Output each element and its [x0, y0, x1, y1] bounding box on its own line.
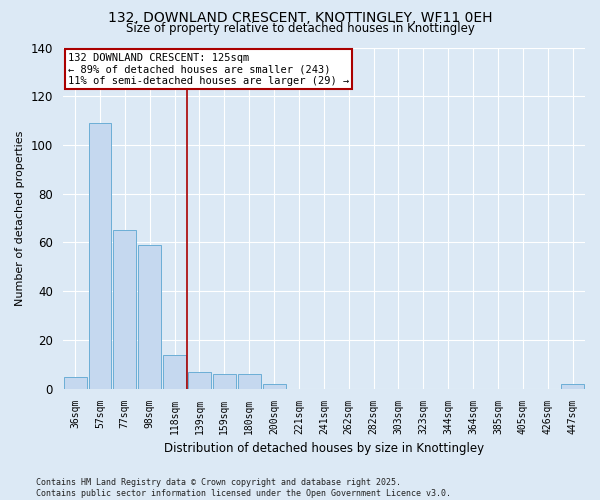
Bar — [138, 245, 161, 388]
Bar — [561, 384, 584, 388]
Bar — [163, 354, 186, 388]
Y-axis label: Number of detached properties: Number of detached properties — [15, 130, 25, 306]
Text: Contains HM Land Registry data © Crown copyright and database right 2025.
Contai: Contains HM Land Registry data © Crown c… — [36, 478, 451, 498]
Bar — [64, 376, 86, 388]
Bar — [89, 123, 112, 388]
Text: 132 DOWNLAND CRESCENT: 125sqm
← 89% of detached houses are smaller (243)
11% of : 132 DOWNLAND CRESCENT: 125sqm ← 89% of d… — [68, 52, 349, 86]
Bar — [113, 230, 136, 388]
Bar — [213, 374, 236, 388]
Bar — [188, 372, 211, 388]
Bar — [263, 384, 286, 388]
Text: Size of property relative to detached houses in Knottingley: Size of property relative to detached ho… — [125, 22, 475, 35]
Bar — [238, 374, 260, 388]
X-axis label: Distribution of detached houses by size in Knottingley: Distribution of detached houses by size … — [164, 442, 484, 455]
Text: 132, DOWNLAND CRESCENT, KNOTTINGLEY, WF11 0EH: 132, DOWNLAND CRESCENT, KNOTTINGLEY, WF1… — [108, 11, 492, 25]
